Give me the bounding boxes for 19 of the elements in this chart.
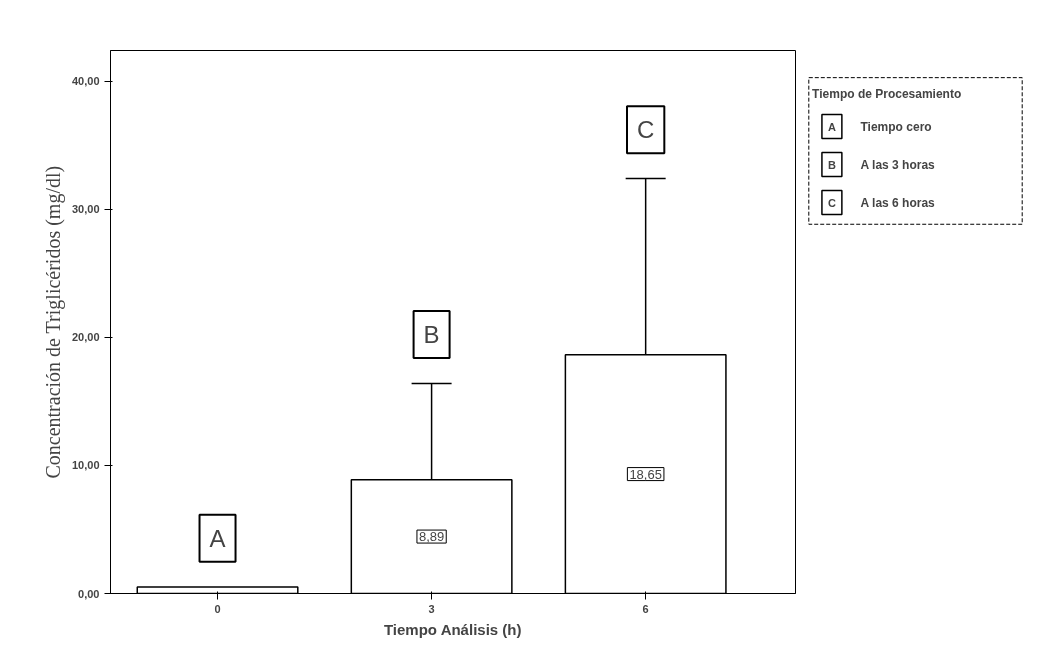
- data-label: 18,65: [629, 466, 662, 482]
- annotation: C: [636, 116, 655, 144]
- y-tick-label: 0,00: [78, 587, 100, 600]
- x-axis-title: Tiempo Análisis (h): [383, 620, 522, 638]
- y-axis-title: Concentración de Triglicéridos (mg/dl): [41, 165, 65, 479]
- x-tick-label: 6: [642, 602, 649, 615]
- y-tick-label: 20,00: [71, 331, 100, 344]
- annotation: A: [209, 524, 226, 552]
- legend-title: Tiempo de Procesamiento: [812, 86, 962, 101]
- annotation: B: [423, 321, 440, 349]
- text: A Tiempo cero: [827, 119, 932, 134]
- text: B A las 3 horas: [827, 157, 935, 172]
- data-label: 8,89: [418, 529, 445, 545]
- x-tick-label: 0: [214, 602, 221, 615]
- text: C A las 6 horas: [827, 195, 935, 210]
- y-tick-label: 30,00: [71, 203, 100, 216]
- x-tick-label: 3: [428, 602, 435, 615]
- y-tick-label: 40,00: [71, 75, 100, 88]
- y-tick-label: 10,00: [71, 459, 100, 472]
